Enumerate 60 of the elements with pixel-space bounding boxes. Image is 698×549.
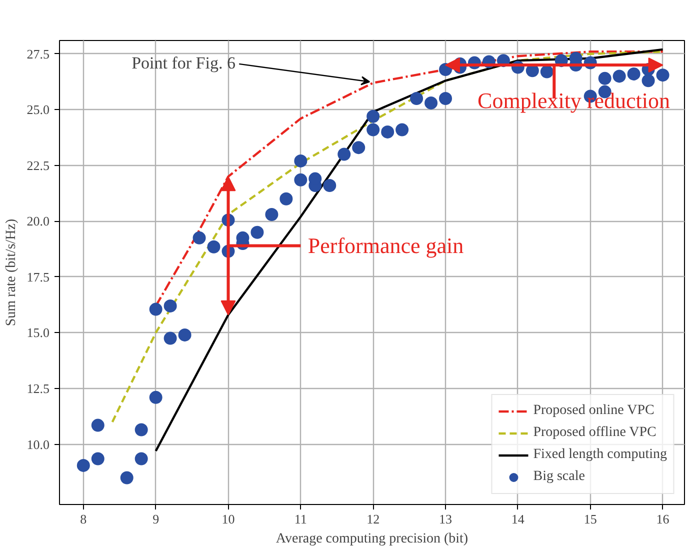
annotation: Point for Fig. 6 [132,53,236,72]
legend-label: Fixed length computing [533,447,667,463]
legend-label: Big scale [533,469,585,485]
point [250,226,264,239]
point [164,299,177,312]
point [149,390,162,404]
x-tick-label: 16 [656,512,670,526]
y-tick-label: 10.0 [26,436,50,452]
point [149,302,162,316]
point [366,123,380,136]
legend-label: Proposed offline VPC [533,425,656,441]
y-tick-label: 25.0 [26,102,50,118]
y-tick-label: 12.5 [26,381,50,396]
x-tick-label: 15 [584,512,597,526]
point [294,154,308,168]
y-tick-label: 17.5 [26,269,50,284]
point [164,332,177,345]
point [134,423,148,436]
point [366,110,380,123]
point [134,452,148,466]
x-tick-label: 11 [294,512,307,526]
point [424,96,438,110]
x-tick-label: 8 [80,512,87,526]
point [178,328,192,342]
point [120,471,134,484]
point [323,179,336,192]
point [192,231,206,244]
point [76,458,90,472]
point [265,208,278,221]
x-tick-label: 9 [152,512,160,526]
point [396,123,409,136]
point [338,148,351,161]
y-tick-label: 20.0 [26,214,50,229]
point [381,125,394,138]
point [91,452,104,466]
x-tick-label: 14 [511,512,525,526]
point [598,72,612,85]
point [656,68,670,82]
x-axis-title: Average computing precision (bit) [276,532,468,546]
y-axis-title: Sum rate (bit/s/Hz) [4,218,19,326]
x-tick-label: 10 [222,512,235,526]
point [627,67,640,80]
point [642,74,655,88]
legend-label: Proposed online VPC [533,403,654,419]
point [352,141,366,154]
y-tick-label: 15.0 [26,325,50,340]
y-tick-label: 27.5 [26,46,50,62]
x-tick-label: 12 [366,512,380,526]
point [207,240,220,254]
point [439,92,452,105]
y-tick-label: 22.5 [26,158,50,173]
x-tick-label: 13 [439,512,452,526]
point [91,418,104,432]
annotation: Complexity reduction [478,88,670,114]
point [612,70,626,83]
point [540,65,554,78]
annotation: Performance gain [308,233,464,258]
point [294,173,308,186]
point [410,92,424,105]
point [280,192,293,206]
